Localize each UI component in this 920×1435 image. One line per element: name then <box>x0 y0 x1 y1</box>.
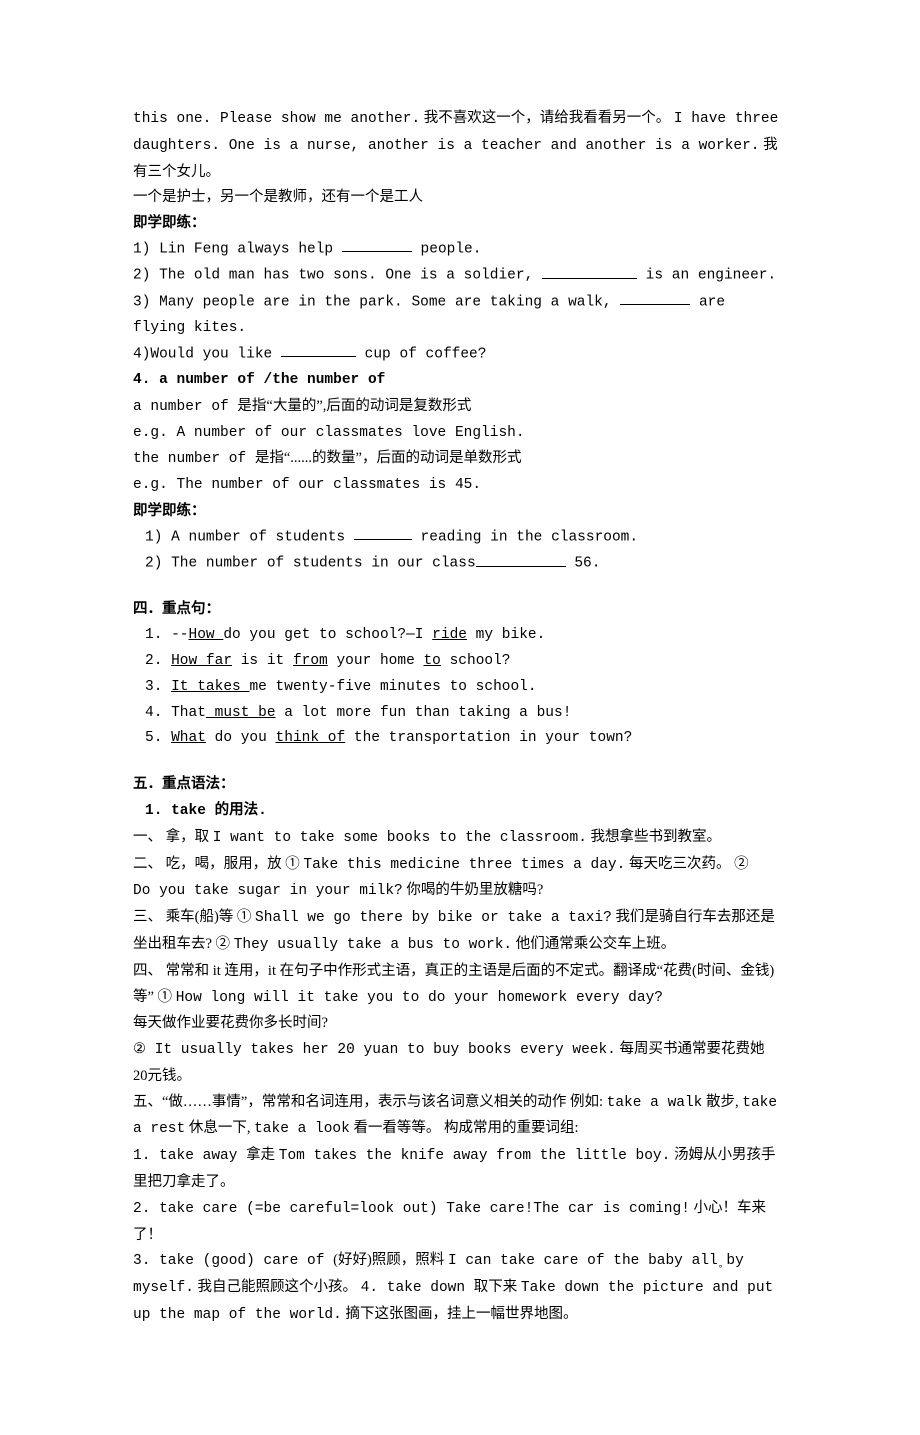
sec4-l3: the number of 是指“......的数量”，后面的动词是单数形式 <box>133 446 782 473</box>
take-4: 四、 常常和 it 连用，it 在句子中作形式主语，真正的主语是后面的不定式。翻… <box>133 959 782 1037</box>
practice1-q3: 3) Many people are in the park. Some are… <box>133 290 782 342</box>
take-5: 五、“做……事情”，常常和名词连用，表示与该名词意义相关的动作 例如: take… <box>133 1090 782 1144</box>
q2b: is an engineer. <box>637 268 776 284</box>
intro-en-b: I have three <box>674 111 778 127</box>
blank <box>620 290 690 306</box>
intro-zh-c: 一个是护士，另一个是教师，还有一个是工人 <box>133 189 423 205</box>
practice1-q2: 2) The old man has two sons. One is a so… <box>133 263 782 289</box>
grammar-heading: 五．重点语法： <box>133 772 782 798</box>
phrase-2: 2. take care (=be careful=look out) Take… <box>133 1196 782 1249</box>
q4a: 4)Would you like <box>133 346 281 362</box>
sentence-3: 3. It takes me twenty-five minutes to sc… <box>133 675 782 701</box>
blank <box>354 525 412 541</box>
intro-en-a: this one. Please show me another. <box>133 111 420 127</box>
take-4b: ② It usually takes her 20 yuan to buy bo… <box>133 1037 782 1090</box>
sec4-l4: e.g. The number of our classmates is 45. <box>133 473 782 499</box>
q4b: cup of coffee? <box>356 346 487 362</box>
blank <box>342 237 412 253</box>
sentence-5: 5. What do you think of the transportati… <box>133 726 782 752</box>
sentence-2: 2. How far is it from your home to schoo… <box>133 649 782 675</box>
sec4-l2: e.g. A number of our classmates love Eng… <box>133 421 782 447</box>
sentence-1: 1. --How do you get to school?—I ride my… <box>133 623 782 649</box>
practice2-q1: 1) A number of students reading in the c… <box>133 525 782 551</box>
dot-mark: 。 <box>719 1257 728 1273</box>
q2a: 2) The old man has two sons. One is a so… <box>133 268 542 284</box>
sentence-4: 4. That must be a lot more fun than taki… <box>133 701 782 727</box>
practice1-q1: 1) Lin Feng always help people. <box>133 237 782 263</box>
blank <box>281 342 356 358</box>
sentences-heading: 四．重点句： <box>133 597 782 623</box>
blank <box>476 551 566 567</box>
practice1-q4: 4)Would you like cup of coffee? <box>133 342 782 368</box>
intro-zh-a: 我不喜欢这一个，请给我看看另一个。 <box>420 110 674 126</box>
grammar-sub1: 1. take 的用法. <box>133 798 782 825</box>
take-1: 一、 拿，取 I want to take some books to the … <box>133 825 782 852</box>
sec4-heading: 4. a number of /the number of <box>133 368 782 394</box>
take-2: 二、 吃，喝，服用，放 ① Take this medicine three t… <box>133 852 782 906</box>
practice2-q2: 2) The number of students in our class 5… <box>133 551 782 577</box>
q3a: 3) Many people are in the park. Some are… <box>133 294 620 310</box>
phrase-3-4: 3. take (good) care of (好好)照顾，照料 I can t… <box>133 1248 782 1328</box>
intro-paragraph: this one. Please show me another. 我不喜欢这一… <box>133 106 782 211</box>
q1a: 1) Lin Feng always help <box>133 241 342 257</box>
practice1-heading: 即学即练： <box>133 211 782 237</box>
take-3: 三、 乘车(船)等 ① Shall we go there by bike or… <box>133 905 782 959</box>
sec4-l1: a number of 是指“大量的”,后面的动词是复数形式 <box>133 394 782 421</box>
intro-en-c: daughters. One is a nurse, another is a … <box>133 138 760 154</box>
q1b: people. <box>412 241 482 257</box>
practice2-heading: 即学即练： <box>133 499 782 525</box>
document-page: this one. Please show me another. 我不喜欢这一… <box>0 0 920 1435</box>
phrase-1: 1. take away 拿走 Tom takes the knife away… <box>133 1143 782 1196</box>
blank <box>542 263 637 279</box>
